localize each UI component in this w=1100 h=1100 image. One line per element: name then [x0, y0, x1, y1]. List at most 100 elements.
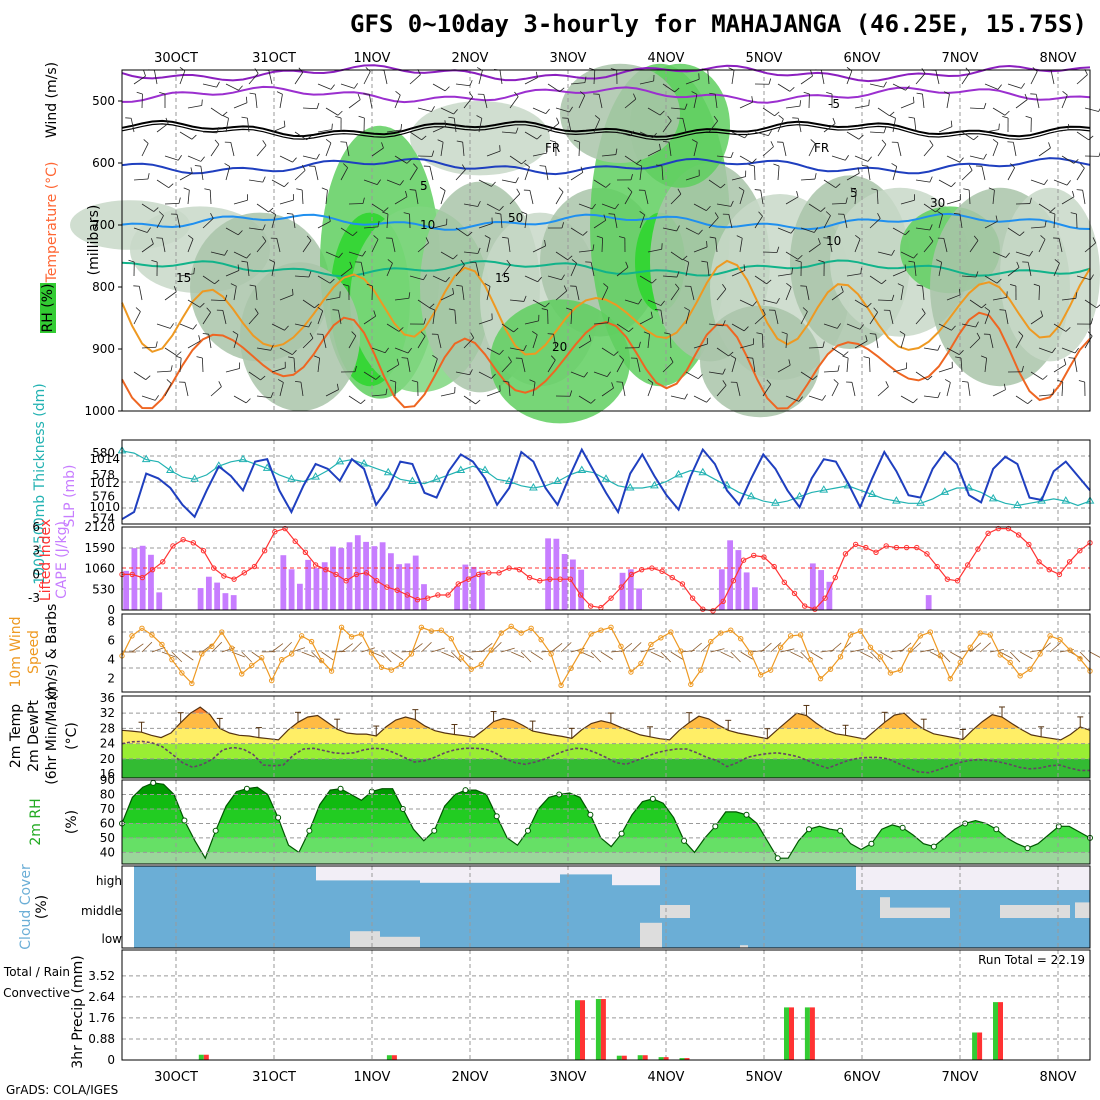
- upper-wind-barb: [524, 77, 538, 85]
- li-point-15: [272, 529, 278, 535]
- upper-wind-barb: [141, 395, 156, 401]
- upper-wind-barb-flag: [605, 183, 611, 188]
- upper-wind-barb-flag: [751, 158, 757, 164]
- upper-wind-barb: [969, 299, 982, 309]
- upper-wind-barb-flag: [995, 215, 998, 222]
- upper-wind-barb: [507, 238, 511, 253]
- wind-tick-2: 2: [107, 672, 115, 686]
- wind10m-point-93: [1047, 633, 1053, 639]
- upper-wind-barb: [800, 227, 815, 233]
- upper-wind-barb-flag: [407, 347, 412, 354]
- cloud-low-label: low: [102, 932, 123, 946]
- li-point-86: [995, 525, 1001, 532]
- upper-wind-barb-flag: [432, 355, 438, 360]
- upper-wind-barb: [463, 395, 476, 405]
- wind10m-barb-74: [860, 651, 874, 659]
- upper-wind-barb-flag: [143, 139, 149, 144]
- upper-wind-barb: [762, 251, 778, 253]
- upper-wind-barb: [338, 310, 342, 325]
- upper-wind-barb: [317, 221, 331, 229]
- temp-contour-6: [121, 259, 1091, 356]
- upper-wind-barb: [846, 172, 860, 181]
- upper-wind-barb: [394, 94, 401, 109]
- precip-total-bar-8: [784, 1007, 789, 1060]
- upper-wind-barb: [992, 107, 1006, 116]
- upper-wind-barb: [578, 395, 592, 404]
- upper-wind-barb: [876, 189, 879, 205]
- upper-wind-barb-flag: [420, 331, 426, 337]
- upper-wind-barb-flag: [937, 211, 943, 215]
- wind10m-point-35: [468, 666, 474, 672]
- upper-wind-barb: [992, 142, 999, 157]
- upper-wind-barb: [233, 251, 247, 259]
- upper-wind-barb-flag: [664, 332, 671, 335]
- thickness-point-74: [1013, 500, 1022, 508]
- upper-wind-barb-flag: [789, 87, 795, 92]
- upper-wind-barb: [532, 382, 536, 397]
- upper-wind-barb: [669, 334, 672, 349]
- cape-bar-60: [619, 572, 626, 610]
- upper-wind-barb-flag: [961, 380, 969, 383]
- wind10m-barb-37: [490, 642, 502, 653]
- contour-label-6: 10: [826, 234, 841, 248]
- upper-wind-barb: [201, 357, 204, 373]
- upper-wind-barb: [797, 118, 802, 133]
- upper-wind-barb-flag: [193, 267, 195, 274]
- wind10m-barb-94: [1059, 649, 1074, 653]
- wind10m-barb-38: [501, 647, 515, 653]
- upper-wind-barb-flag: [943, 91, 950, 95]
- li-point-50: [628, 571, 635, 578]
- wind10m-point-56: [678, 648, 684, 654]
- upper-wind-barb: [386, 214, 389, 229]
- upper-wind-barb: [877, 144, 887, 157]
- upper-wind-barb: [739, 238, 743, 253]
- upper-wind-barb-flag: [822, 341, 825, 348]
- wind10m-point-65: [767, 667, 774, 673]
- upper-wind-barb-flag: [395, 91, 401, 96]
- upper-wind-barb: [854, 340, 868, 349]
- upper-wind-barb: [547, 275, 562, 281]
- upper-wind-barb: [432, 275, 446, 283]
- thickness-tick-574: 574: [92, 512, 115, 526]
- upper-wind-barb-flag: [469, 80, 473, 86]
- li-point-28: [404, 592, 411, 598]
- rh-legend-label: RH (%): [40, 284, 56, 333]
- cape-bar-52: [553, 538, 560, 610]
- upper-wind-barb: [777, 166, 780, 181]
- contour-label-3: 5: [420, 179, 428, 193]
- upper-wind-barb-flag: [396, 358, 400, 365]
- thickness-point-38: [577, 465, 587, 474]
- upper-wind-barb: [668, 142, 672, 157]
- upper-wind-barb-flag: [743, 326, 749, 332]
- upper-wind-barb-flag: [904, 264, 907, 271]
- li-point-7: [190, 540, 197, 546]
- upper-wind-barb-flag: [249, 92, 256, 95]
- upper-wind-barb: [409, 74, 421, 85]
- upper-wind-barb-flag: [817, 238, 821, 244]
- upper-wind-barb-flag: [674, 87, 680, 93]
- upper-wind-barb-flag: [545, 108, 550, 114]
- wind10m-point-43: [548, 651, 554, 657]
- upper-wind-barb-flag: [698, 374, 703, 379]
- temp-label-b: 2m DewPt: [26, 700, 42, 772]
- upper-wind-barb: [662, 227, 677, 232]
- upper-wind-barb: [233, 199, 248, 205]
- upper-wind-barb: [555, 107, 570, 113]
- wind10m-speed-line: [121, 625, 1091, 687]
- upper-wind-barb: [371, 394, 386, 397]
- cape-bar-73: [727, 540, 733, 610]
- li-point-3: [149, 566, 156, 573]
- li-point-6: [180, 536, 186, 543]
- upper-wind-barb: [386, 179, 401, 186]
- upper-wind-barb: [708, 179, 721, 189]
- upper-wind-barb: [161, 238, 166, 253]
- wind10m-point-72: [837, 654, 844, 660]
- upper-wind-barb-flag: [270, 344, 274, 351]
- precip-total-bar-0: [198, 1054, 204, 1060]
- upper-wind-barb-flag: [1063, 358, 1067, 365]
- upper-wind-barb: [462, 142, 465, 157]
- upper-wind-barb-flag: [883, 81, 887, 88]
- upper-wind-barb: [1007, 227, 1020, 237]
- upper-wind-barb-flag: [1043, 179, 1048, 185]
- li-point-11: [231, 576, 237, 582]
